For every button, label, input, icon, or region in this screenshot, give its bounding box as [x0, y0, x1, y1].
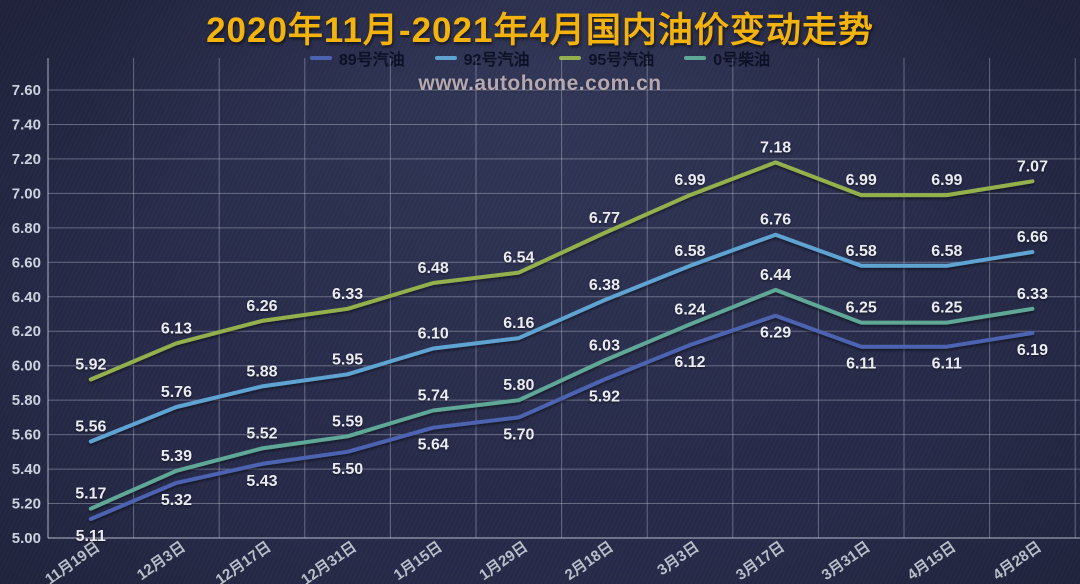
- series-line-89号汽油: [88, 313, 1035, 521]
- data-point-label: 6.26: [246, 298, 277, 315]
- data-point-label: 6.16: [503, 315, 534, 332]
- y-axis-tick-label: 6.00: [12, 358, 41, 375]
- data-point-label: 5.17: [75, 486, 106, 503]
- data-point-label: 6.58: [931, 243, 962, 260]
- x-axis-tick-label: 1月29日: [476, 538, 531, 583]
- data-point-label: 6.33: [332, 286, 363, 303]
- x-axis-tick-label: 1月15日: [391, 538, 446, 583]
- data-point-label: 5.64: [418, 437, 449, 454]
- data-point-label: 6.48: [418, 260, 449, 277]
- x-axis-tick-label: 4月28日: [990, 538, 1045, 583]
- series-line-95号汽油: [88, 160, 1035, 382]
- data-point-label: 5.76: [161, 384, 192, 401]
- data-point-label: 7.18: [760, 139, 791, 156]
- y-axis-tick-label: 6.60: [12, 254, 41, 271]
- data-point-label: 6.38: [589, 277, 620, 294]
- data-point-label: 6.13: [161, 320, 192, 337]
- y-axis-tick-label: 5.80: [12, 392, 41, 409]
- data-point-label: 5.92: [75, 357, 106, 374]
- data-point-label: 5.11: [76, 528, 106, 545]
- legend-item-92号汽油: 92号汽油: [434, 46, 530, 70]
- y-axis-tick-label: 7.20: [12, 151, 41, 168]
- data-point-label: 6.58: [674, 243, 705, 260]
- x-axis-tick-label: 12月3日: [134, 538, 189, 583]
- x-axis-tick-label: 12月31日: [298, 538, 360, 584]
- legend-label: 92号汽油: [463, 52, 530, 69]
- data-point-label: 6.77: [589, 210, 620, 227]
- data-point-label: 5.43: [246, 473, 277, 490]
- data-point-label: 5.56: [75, 419, 106, 436]
- data-point-label: 5.39: [161, 448, 192, 465]
- x-axis-tick-label: 3月17日: [733, 538, 788, 583]
- data-point-label: 6.25: [846, 300, 877, 317]
- y-axis-tick-label: 5.60: [12, 427, 41, 444]
- data-point-label: 6.24: [674, 301, 705, 318]
- legend-label: 0号柴油: [713, 52, 771, 69]
- data-point-label: 6.99: [674, 172, 705, 189]
- data-point-label: 6.11: [846, 356, 876, 373]
- y-axis-tick-label: 6.40: [12, 289, 41, 306]
- data-point-label: 5.74: [418, 388, 449, 405]
- legend-item-0号柴油: 0号柴油: [684, 46, 770, 70]
- y-axis-tick-label: 6.20: [12, 323, 41, 340]
- legend-swatch-icon: [684, 56, 707, 60]
- legend-item-95号汽油: 95号汽油: [559, 46, 654, 70]
- x-axis-tick-label: 3月31日: [819, 538, 874, 583]
- data-point-label: 5.52: [246, 425, 277, 442]
- data-point-label: 6.99: [846, 172, 877, 189]
- data-point-label: 5.59: [332, 413, 363, 430]
- legend-label: 95号汽油: [588, 52, 655, 69]
- data-point-label: 6.99: [931, 172, 962, 189]
- data-point-label: 5.32: [161, 492, 192, 509]
- data-point-label: 6.12: [674, 354, 705, 371]
- data-point-label: 6.76: [760, 212, 791, 229]
- data-point-label: 5.70: [503, 426, 534, 443]
- data-point-label: 6.11: [932, 356, 962, 373]
- y-axis-tick-label: 7.40: [12, 116, 41, 133]
- data-point-label: 6.44: [760, 267, 791, 284]
- data-point-label: 6.33: [1017, 286, 1048, 303]
- series-line-92号汽油: [88, 232, 1035, 444]
- legend-item-89号汽油: 89号汽油: [309, 46, 405, 70]
- x-axis-tick-label: 2月18日: [562, 538, 617, 583]
- x-axis-tick-label: 12月17日: [213, 538, 275, 584]
- watermark-url: www.autohome.com.cn: [418, 72, 662, 95]
- data-point-label: 7.07: [1017, 158, 1048, 175]
- x-axis-tick-label: 4月15日: [904, 538, 959, 583]
- y-axis-tick-label: 5.40: [12, 461, 41, 478]
- page-title: 2020年11月-2021年4月国内油价变动走势: [206, 11, 874, 50]
- data-point-label: 6.29: [760, 325, 791, 342]
- data-point-label: 6.54: [503, 250, 534, 267]
- y-axis-tick-label: 5.20: [12, 496, 41, 513]
- data-point-label: 6.19: [1017, 342, 1048, 359]
- y-axis-tick-label: 7.00: [12, 185, 41, 202]
- legend-label: 89号汽油: [338, 52, 405, 69]
- legend-swatch-icon: [559, 56, 582, 60]
- y-axis-tick-label: 7.60: [12, 82, 41, 99]
- data-point-label: 5.92: [589, 389, 620, 406]
- data-point-label: 5.80: [503, 377, 534, 394]
- data-point-label: 6.58: [846, 243, 877, 260]
- data-point-label: 6.25: [931, 300, 962, 317]
- data-point-label: 6.03: [589, 338, 620, 355]
- legend-swatch-icon: [309, 56, 332, 60]
- y-axis-tick-label: 6.80: [12, 220, 41, 237]
- data-point-label: 5.95: [332, 351, 363, 368]
- series-line-0号柴油: [88, 287, 1035, 511]
- data-point-label: 5.88: [246, 363, 277, 380]
- x-axis-tick-label: 3月3日: [654, 538, 702, 579]
- data-point-label: 5.50: [332, 461, 363, 478]
- data-point-label: 6.66: [1017, 229, 1048, 246]
- data-point-label: 6.10: [418, 326, 449, 343]
- x-axis-tick-label: 11月19日: [42, 538, 103, 584]
- y-axis-tick-label: 5.00: [12, 530, 41, 547]
- chart-legend: 89号汽油 92号汽油 95号汽油 0号柴油: [0, 46, 1080, 70]
- legend-swatch-icon: [434, 56, 457, 60]
